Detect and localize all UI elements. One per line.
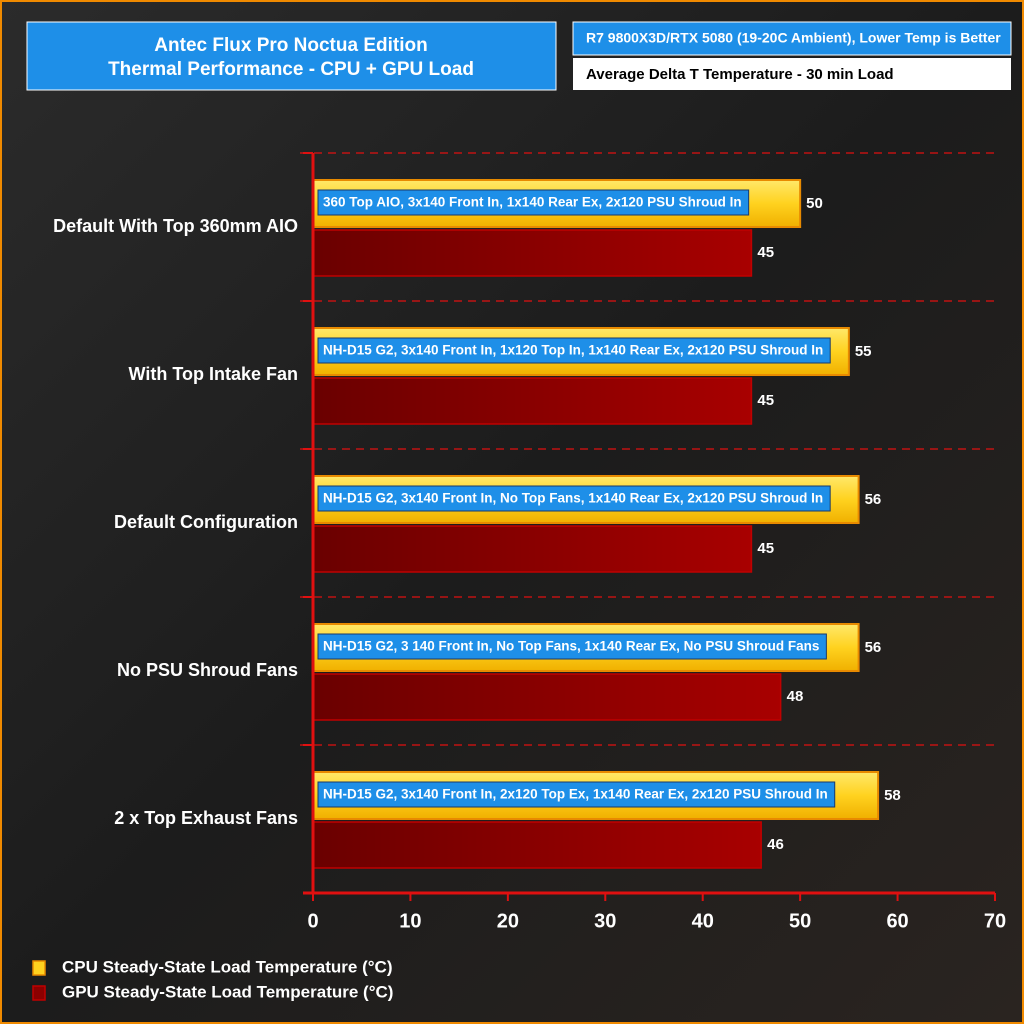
x-tick-label: 50 — [789, 910, 811, 932]
value-label: 45 — [757, 392, 774, 409]
value-label: 46 — [767, 836, 784, 853]
value-label: 58 — [884, 787, 901, 804]
x-tick-label: 40 — [692, 910, 714, 932]
legend-swatch — [32, 960, 46, 976]
bar — [312, 821, 762, 869]
value-label: 56 — [865, 491, 882, 508]
title-box — [26, 21, 557, 91]
annotation: NH-D15 G2, 3x140 Front In, 2x120 Top Ex,… — [323, 787, 828, 802]
bar — [312, 525, 753, 573]
chart-title: Antec Flux Pro Noctua Edition — [154, 35, 427, 56]
value-label: 45 — [757, 540, 774, 557]
subtitle: R7 9800X3D/RTX 5080 (19-20C Ambient), Lo… — [586, 30, 1001, 46]
x-tick-label: 10 — [399, 910, 421, 932]
annotation: NH-D15 G2, 3x140 Front In, No Top Fans, … — [323, 491, 823, 506]
value-label: 48 — [787, 688, 804, 705]
annotation-box — [317, 485, 831, 512]
y-tick-label: Default Configuration — [114, 512, 298, 532]
bar — [312, 377, 753, 425]
x-tick-label: 30 — [594, 910, 616, 932]
plot-area: 0 10 20 30 40 50 60 70 Default With Top 360mm AI… — [32, 152, 1006, 1001]
legend-swatch — [32, 985, 46, 1001]
chart-title: Thermal Performance - CPU + GPU Load — [108, 59, 474, 80]
x-tick-label: 70 — [984, 910, 1006, 932]
bar — [312, 229, 753, 277]
annotation-box — [317, 633, 827, 660]
metric-label: Average Delta T Temperature - 30 min Loa… — [586, 66, 894, 83]
legend-label: CPU Steady-State Load Temperature (°C) — [62, 957, 393, 976]
annotation-box — [317, 781, 836, 808]
legend-label: GPU Steady-State Load Temperature (°C) — [62, 982, 393, 1001]
y-tick-label: Default With Top 360mm AIO — [53, 216, 298, 236]
y-tick-label: 2 x Top Exhaust Fans — [114, 808, 298, 828]
y-tick-label: With Top Intake Fan — [129, 364, 299, 384]
value-label: 56 — [865, 639, 882, 656]
bar — [312, 673, 782, 721]
annotation-box — [317, 189, 750, 216]
value-label: 45 — [757, 244, 774, 261]
subtitle-box — [572, 21, 1012, 56]
x-tick-label: 60 — [886, 910, 908, 932]
annotation: NH-D15 G2, 3 140 Front In, No Top Fans, … — [323, 639, 819, 654]
metric-box — [573, 58, 1011, 90]
annotation: NH-D15 G2, 3x140 Front In, 1x120 Top In,… — [323, 343, 823, 358]
annotation: 360 Top AIO, 3x140 Front In, 1x140 Rear … — [323, 195, 742, 210]
value-label: 55 — [855, 343, 872, 360]
x-tick-label: 0 — [307, 910, 318, 932]
y-tick-label: No PSU Shroud Fans — [117, 660, 298, 680]
value-label: 50 — [806, 195, 823, 212]
x-tick-label: 20 — [497, 910, 519, 932]
annotation-box — [317, 337, 831, 364]
